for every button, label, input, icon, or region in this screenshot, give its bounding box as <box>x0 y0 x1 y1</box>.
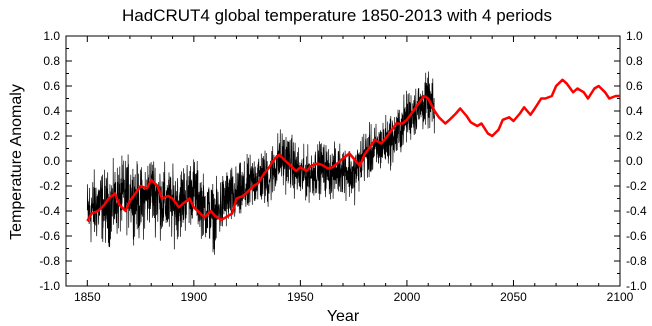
y-tick-label-left: 0.4 <box>43 104 60 118</box>
y-tick-label-left: 1.0 <box>43 29 60 43</box>
x-tick-label: 1850 <box>74 290 101 304</box>
y-tick-label-right: 0.4 <box>626 104 643 118</box>
y-tick-label-right: -0.4 <box>626 204 647 218</box>
y-tick-label-right: 0.2 <box>626 129 643 143</box>
y-tick-label-right: -0.6 <box>626 229 647 243</box>
y-tick-label-left: -0.2 <box>39 179 60 193</box>
x-tick-label: 2050 <box>500 290 527 304</box>
observed-series-line <box>86 71 435 255</box>
y-tick-label-right: 0.8 <box>626 54 643 68</box>
x-tick-label: 2100 <box>607 290 634 304</box>
x-tick-label: 2000 <box>394 290 421 304</box>
y-tick-label-right: -1.0 <box>626 279 647 293</box>
chart-title: HadCRUT4 global temperature 1850-2013 wi… <box>122 6 552 25</box>
y-tick-label-left: -1.0 <box>39 279 60 293</box>
y-tick-label-left: 0.8 <box>43 54 60 68</box>
y-tick-label-right: 0.6 <box>626 79 643 93</box>
y-tick-label-left: -0.4 <box>39 204 60 218</box>
y-tick-label-right: -0.2 <box>626 179 647 193</box>
fit-series-line <box>86 78 620 222</box>
y-tick-label-right: -0.8 <box>626 254 647 268</box>
y-tick-label-left: 0.6 <box>43 79 60 93</box>
y-tick-label-left: -0.8 <box>39 254 60 268</box>
y-axis-title: Temperature Anomaly <box>8 84 25 240</box>
x-tick-label: 1950 <box>287 290 314 304</box>
y-tick-label-right: 1.0 <box>626 29 643 43</box>
y-tick-label-left: -0.6 <box>39 229 60 243</box>
plot-area: 1850 1900 1950 2000 2050 2100-1.0 -1.0-0.8 -0.8… <box>39 29 647 304</box>
y-tick-label-right: 0.0 <box>626 154 643 168</box>
y-tick-label-left: 0.0 <box>43 154 60 168</box>
x-tick-label: 1900 <box>180 290 207 304</box>
y-tick-label-left: 0.2 <box>43 129 60 143</box>
x-axis-title: Year <box>327 308 360 325</box>
